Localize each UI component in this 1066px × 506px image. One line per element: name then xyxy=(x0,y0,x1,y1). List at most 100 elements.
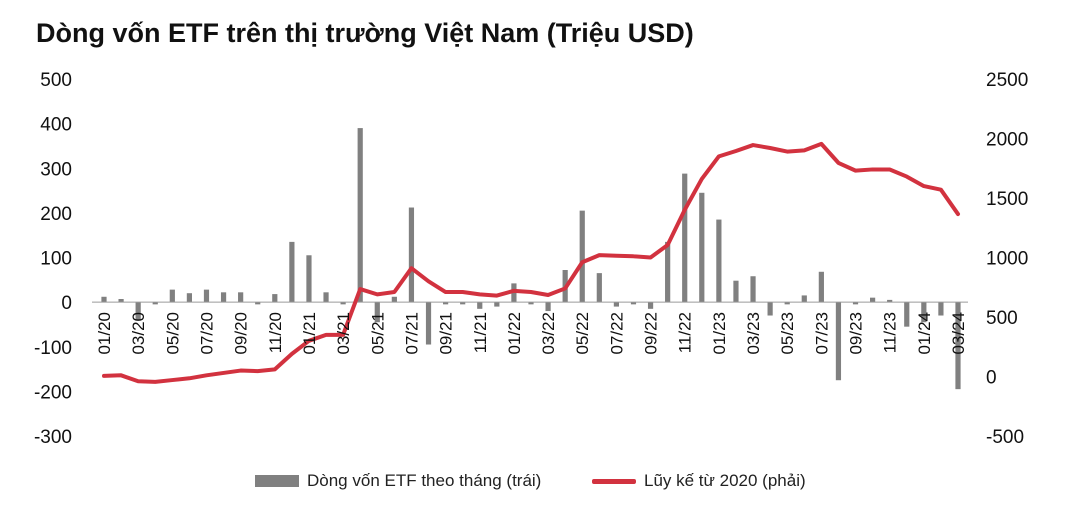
bar-12-20 xyxy=(289,241,295,303)
bar-11-23 xyxy=(887,299,893,303)
line-series xyxy=(102,141,960,384)
bar-03-20 xyxy=(135,302,141,320)
x-tick-label: 05/22 xyxy=(573,312,592,355)
x-axis: 01/20 03/20 05/20 07/20 09/20 11/20 01/21 03/21… xyxy=(95,312,968,355)
bar-07-23 xyxy=(818,271,824,303)
x-tick-label: 11/23 xyxy=(881,312,900,353)
legend-item-cumulative: Lũy kế từ 2020 (phải) xyxy=(592,466,806,496)
x-tick-label: 09/21 xyxy=(437,312,456,355)
left-tick-label: 100 xyxy=(40,249,72,270)
x-tick-label: 01/22 xyxy=(505,312,524,355)
bar-02-24 xyxy=(938,302,944,316)
bar-01-21 xyxy=(306,255,312,303)
left-tick-label: 400 xyxy=(40,115,72,136)
right-tick-label: 0 xyxy=(986,368,997,389)
bar-02-20 xyxy=(118,299,124,303)
left-axis: 500 400 300 200 100 0 -100 -200 -300 xyxy=(34,70,72,448)
bar-05-20 xyxy=(169,289,175,303)
left-tick-label: 500 xyxy=(40,70,72,91)
legend-swatch-bar xyxy=(255,475,299,487)
legend-swatch-line xyxy=(592,478,636,484)
chart-title: Dòng vốn ETF trên thị trường Việt Nam (T… xyxy=(36,18,694,48)
legend-item-monthly: Dòng vốn ETF theo tháng (trái) xyxy=(255,466,541,496)
bar-10-23 xyxy=(870,297,876,303)
right-tick-label: -500 xyxy=(986,427,1024,448)
x-tick-label: 03/23 xyxy=(744,312,763,355)
bar-03-23 xyxy=(750,276,756,303)
x-tick-label: 03/22 xyxy=(539,312,558,355)
bar-06-22 xyxy=(596,273,602,303)
x-tick-label: 01/24 xyxy=(915,312,934,355)
x-tick-label: 09/23 xyxy=(847,312,866,355)
right-tick-label: 500 xyxy=(986,308,1018,329)
bar-08-22 xyxy=(630,302,637,305)
right-axis: 2500 2000 1500 1000 500 0 -500 xyxy=(986,70,1028,448)
bar-11-21 xyxy=(477,302,483,309)
left-tick-label: 200 xyxy=(40,204,72,225)
bar-09-20 xyxy=(238,292,244,303)
x-tick-label: 07/22 xyxy=(607,312,626,355)
bar-09-21 xyxy=(443,302,449,305)
left-tick-label: 300 xyxy=(40,159,72,180)
x-tick-label: 07/21 xyxy=(402,312,421,355)
legend-label-monthly: Dòng vốn ETF theo tháng (trái) xyxy=(307,471,542,490)
bar-05-23 xyxy=(784,302,790,305)
bar-12-22 xyxy=(699,192,705,303)
right-tick-label: 2500 xyxy=(986,70,1028,91)
bar-12-23 xyxy=(904,302,910,327)
x-tick-label: 03/21 xyxy=(334,312,353,355)
bar-10-21 xyxy=(460,302,466,305)
x-tick-label: 03/24 xyxy=(949,312,968,355)
right-tick-label: 2000 xyxy=(986,130,1028,151)
left-tick-label: 0 xyxy=(61,293,72,314)
x-tick-label: 11/22 xyxy=(676,312,695,353)
legend: Dòng vốn ETF theo tháng (trái) Lũy kế từ… xyxy=(0,466,1066,496)
bar-09-22 xyxy=(647,302,654,309)
x-tick-label: 09/22 xyxy=(642,312,661,355)
bar-04-23 xyxy=(767,302,773,316)
x-tick-label: 03/20 xyxy=(129,312,148,355)
bar-03-22 xyxy=(545,302,551,312)
bar-10-22 xyxy=(665,241,671,303)
bar-02-23 xyxy=(733,280,739,303)
x-tick-label: 01/21 xyxy=(300,312,319,355)
x-tick-label: 05/21 xyxy=(368,312,387,355)
bar-05-22 xyxy=(579,210,585,303)
bar-02-21 xyxy=(323,292,329,303)
x-tick-label: 11/20 xyxy=(266,312,285,353)
x-tick-label: 07/23 xyxy=(812,312,831,355)
x-tick-label: 11/21 xyxy=(471,312,490,353)
bar-04-20 xyxy=(152,302,158,305)
bar-07-20 xyxy=(203,289,210,303)
bar-06-21 xyxy=(391,296,397,303)
x-tick-label: 05/20 xyxy=(163,312,182,355)
bar-01-23 xyxy=(716,219,722,303)
x-tick-label: 01/23 xyxy=(710,312,729,355)
x-tick-label: 01/20 xyxy=(95,312,114,355)
left-tick-label: -200 xyxy=(34,382,72,403)
bar-04-21 xyxy=(357,128,363,303)
bar-03-21 xyxy=(340,302,346,305)
x-tick-label: 09/20 xyxy=(232,312,251,355)
bar-07-21 xyxy=(408,207,415,303)
bar-02-22 xyxy=(528,302,534,305)
bar-06-20 xyxy=(186,293,192,303)
bar-08-23 xyxy=(835,302,842,381)
bar-08-20 xyxy=(220,292,227,303)
legend-label-cumulative: Lũy kế từ 2020 (phải) xyxy=(644,471,806,490)
bar-05-21 xyxy=(374,302,380,323)
right-tick-label: 1000 xyxy=(986,249,1028,270)
bar-07-22 xyxy=(613,302,619,307)
left-tick-label: -300 xyxy=(34,427,72,448)
left-tick-label: -100 xyxy=(34,338,72,359)
bar-01-24 xyxy=(921,302,927,323)
bar-01-20 xyxy=(101,296,107,303)
bar-03-24 xyxy=(955,302,961,390)
x-tick-label: 05/23 xyxy=(778,312,797,355)
bar-10-20 xyxy=(255,302,261,305)
bar-12-21 xyxy=(494,302,500,307)
bar-08-21 xyxy=(425,302,432,345)
x-tick-label: 07/20 xyxy=(197,312,216,355)
bar-09-23 xyxy=(852,302,859,305)
